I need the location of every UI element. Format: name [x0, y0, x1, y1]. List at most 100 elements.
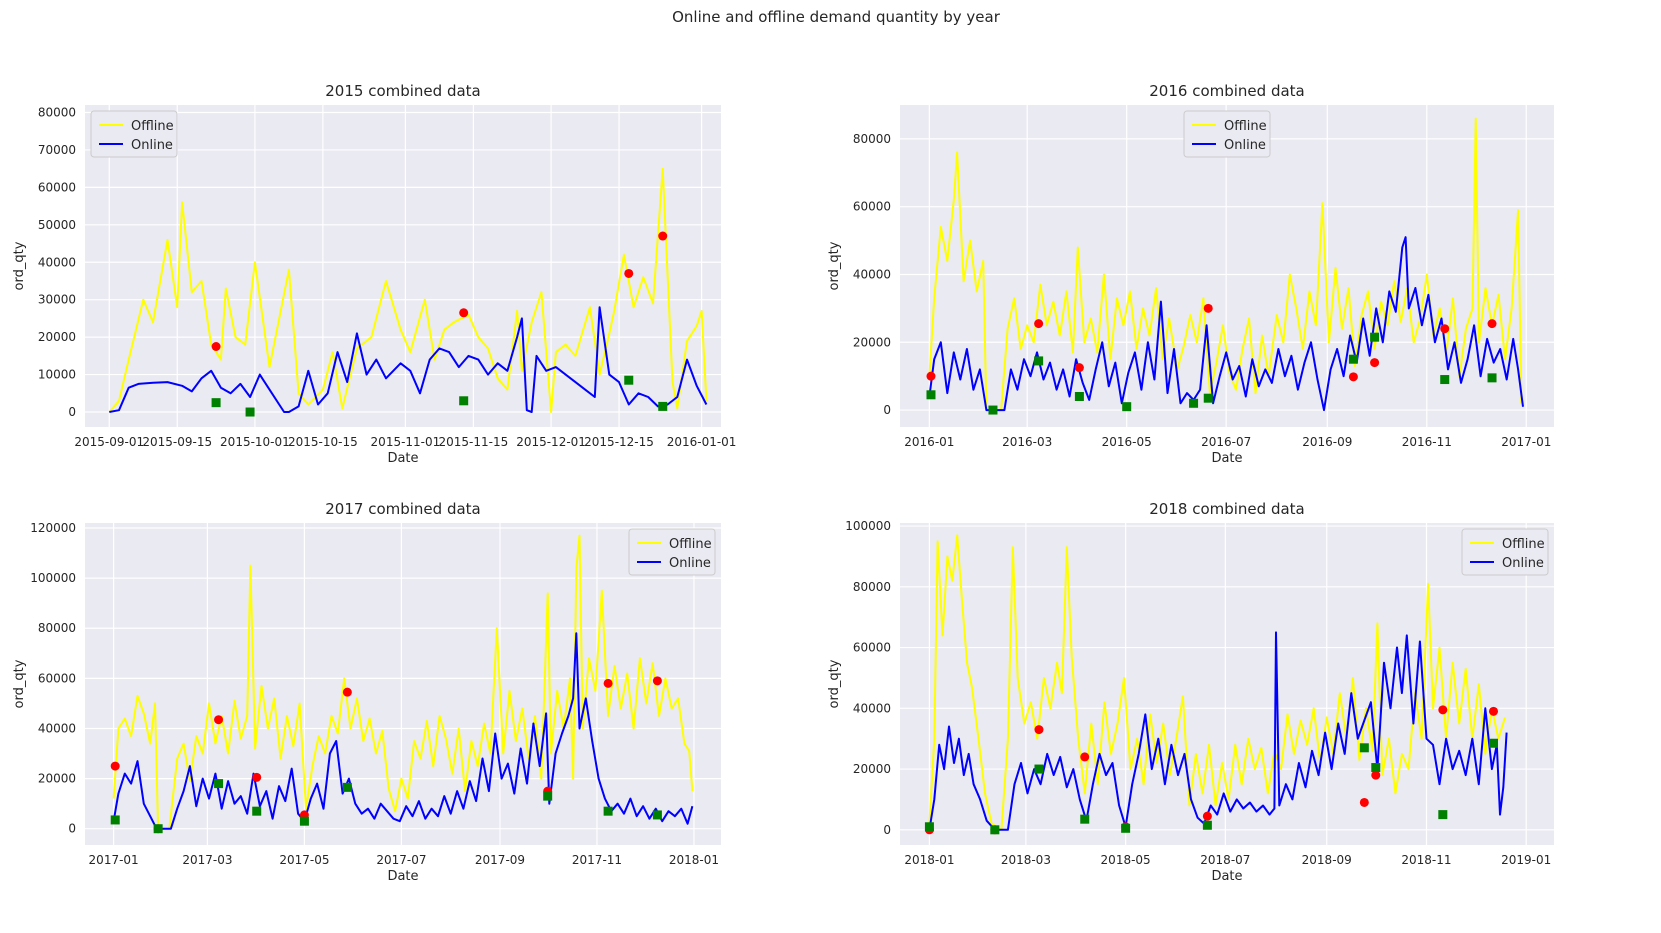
y-tick-label: 100000 [30, 571, 76, 585]
red-marker-point [1370, 358, 1380, 368]
y-tick-label: 60000 [38, 671, 76, 685]
legend: Offline Online [1461, 528, 1549, 576]
green-marker-point [1202, 820, 1212, 830]
y-tick-label: 70000 [38, 143, 76, 157]
x-tick-label: 2018-01 [904, 853, 954, 867]
subplot-2018: 2018-01 2018-03 2018-05 2018-07 2018-09 2018-… [827, 500, 1554, 884]
x-tick-label: 2016-05 [1102, 435, 1152, 449]
green-marker-point [652, 810, 662, 820]
green-marker-point [252, 806, 262, 816]
green-marker-point [1122, 402, 1132, 412]
x-tick-label: 2016-01-01 [667, 435, 737, 449]
y-tick-label: 40000 [853, 701, 891, 715]
x-tick-label: 2017-05 [279, 853, 329, 867]
y-tick-label: 10000 [38, 368, 76, 382]
red-marker-point [211, 342, 221, 351]
red-marker-point [110, 761, 120, 771]
x-axis-label: Date [1211, 451, 1242, 466]
green-marker-point [1189, 398, 1199, 408]
red-marker-point [652, 676, 662, 686]
x-tick-label: 2015-09-15 [142, 435, 212, 449]
green-marker-point [299, 816, 309, 826]
green-marker-point [1080, 814, 1090, 824]
legend-frame [1461, 528, 1549, 576]
plot-area [900, 105, 1554, 427]
x-tick-label: 2015-12-01 [516, 435, 586, 449]
legend: Offline Online [628, 528, 716, 576]
y-tick-label: 40000 [853, 267, 891, 281]
x-tick-label: 2018-07 [1200, 853, 1250, 867]
red-marker-point [1034, 319, 1044, 329]
x-tick-label: 2017-01 [89, 853, 139, 867]
red-marker-point [1202, 811, 1212, 821]
y-tick-label: 60000 [853, 200, 891, 214]
series-line-offline [112, 534, 694, 830]
green-marker-point [624, 375, 634, 385]
x-tick-label: 2015-10-15 [288, 435, 358, 449]
green-marker-point [459, 396, 469, 406]
red-marker-point [459, 308, 469, 318]
y-tick-label: 0 [68, 405, 76, 419]
green-marker-point [1489, 738, 1499, 748]
green-marker-point [211, 398, 221, 408]
y-tick-label: 30000 [38, 293, 76, 307]
green-marker-point [1348, 354, 1358, 364]
red-marker-point [1203, 303, 1213, 313]
y-tick-label: 20000 [38, 772, 76, 786]
red-marker-point [1440, 324, 1450, 334]
red-marker-point [252, 772, 262, 782]
x-tick-label: 2017-11 [572, 853, 622, 867]
x-tick-label: 2018-11 [1401, 853, 1451, 867]
green-marker-point [245, 407, 255, 417]
x-tick-label: 2018-05 [1101, 853, 1151, 867]
legend-frame [1183, 110, 1271, 158]
red-marker-point [926, 371, 936, 381]
green-marker-point [603, 806, 613, 816]
green-marker-point [342, 782, 352, 792]
x-tick-label: 2015-09-01 [74, 435, 144, 449]
y-tick-label: 100000 [845, 519, 891, 533]
legend-label-offline: Offline [669, 537, 712, 552]
x-tick-label: 2015-10-01 [220, 435, 290, 449]
y-tick-label: 20000 [853, 335, 891, 349]
y-axis-label: ord_qty [827, 659, 842, 708]
red-marker-point [1487, 319, 1497, 329]
green-marker-point [1370, 332, 1380, 342]
legend-label-offline: Offline [131, 119, 174, 134]
red-marker-point [1489, 706, 1499, 716]
x-tick-label: 2017-01 [1501, 435, 1551, 449]
series-line-offline [108, 167, 708, 413]
x-tick-label: 2018-03 [1001, 853, 1051, 867]
green-marker-point [1203, 393, 1213, 403]
green-marker-point [1371, 763, 1381, 773]
x-tick-label: 2017-03 [182, 853, 232, 867]
red-marker-point [1359, 797, 1369, 807]
x-tick-label: 2015-11-15 [439, 435, 509, 449]
subplot-title: 2017 combined data [325, 500, 480, 518]
y-tick-label: 0 [883, 823, 891, 837]
green-marker-point [1438, 810, 1448, 820]
green-marker-point [926, 390, 936, 400]
x-tick-label: 2016-01 [904, 435, 954, 449]
y-tick-label: 80000 [38, 621, 76, 635]
legend-frame [90, 110, 178, 158]
x-axis-label: Date [387, 869, 418, 884]
y-tick-label: 60000 [38, 180, 76, 194]
subplot-title: 2018 combined data [1149, 500, 1304, 518]
red-marker-point [1074, 363, 1084, 373]
y-tick-label: 0 [883, 403, 891, 417]
green-marker-point [1440, 375, 1450, 385]
subplot-title: 2016 combined data [1149, 82, 1304, 100]
legend-label-online: Online [1224, 138, 1266, 153]
green-marker-point [543, 791, 553, 801]
x-tick-label: 2016-09 [1302, 435, 1352, 449]
green-marker-point [214, 779, 224, 789]
x-tick-label: 2019-01 [1501, 853, 1551, 867]
green-marker-point [1359, 743, 1369, 753]
x-tick-label: 2017-09 [475, 853, 525, 867]
y-tick-label: 80000 [38, 105, 76, 119]
green-marker-point [1487, 373, 1497, 383]
legend: Offline Online [1183, 110, 1271, 158]
